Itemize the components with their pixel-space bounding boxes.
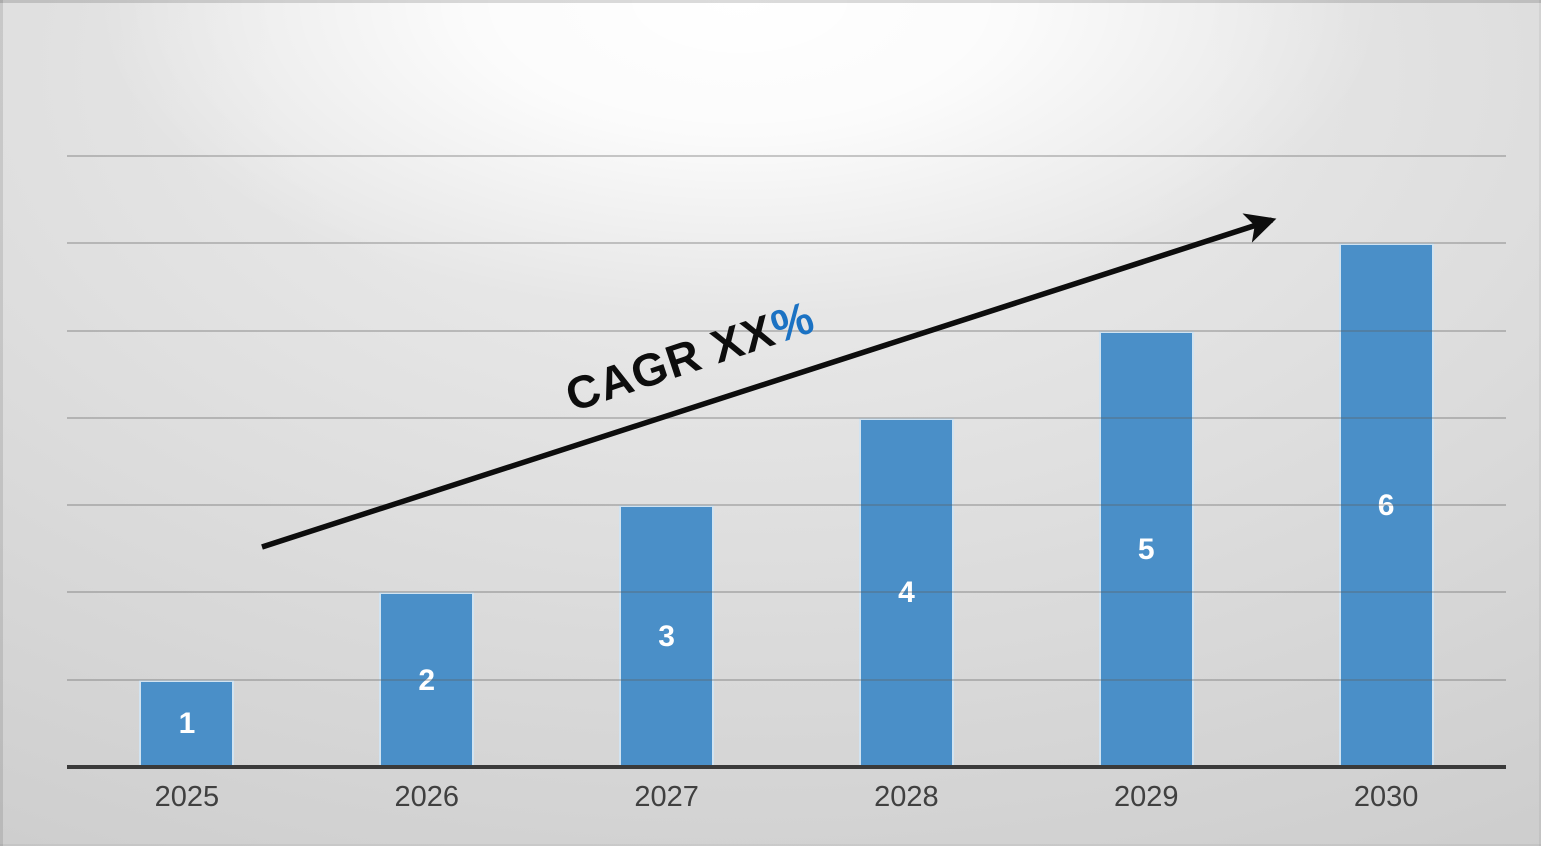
bar-2026: 2 [379,592,475,767]
gridline-1 [67,678,1506,681]
gridline-3 [67,504,1506,507]
gridline-2 [67,591,1506,594]
bar-value-label-2028: 4 [898,576,915,610]
bar-value-label-2030: 6 [1377,489,1395,523]
x-tick-label-2027: 2027 [634,781,699,813]
bar-value-label-2029: 5 [1137,532,1155,566]
x-tick-label-2028: 2028 [874,781,939,813]
trend-arrow-line [261,213,1277,550]
bar-2028: 4 [858,417,954,767]
x-tick-label-2029: 2029 [1113,781,1179,813]
gridline-6 [67,242,1506,245]
x-tick-label-2025: 2025 [154,781,220,813]
x-tick-label-2030: 2030 [1353,781,1419,813]
gridline-5 [67,329,1506,332]
bar-2027: 3 [619,505,715,767]
bar-2030: 6 [1338,243,1434,767]
x-axis-line [67,765,1506,769]
gridline-7 [67,154,1506,157]
bar-2025: 1 [139,679,235,767]
bar-2029: 5 [1098,330,1194,767]
bar-value-label-2027: 3 [658,620,675,654]
gridline-4 [67,416,1506,419]
bar-value-label-2026: 2 [418,663,436,697]
bar-value-label-2025: 1 [178,707,196,741]
x-tick-label-2026: 2026 [394,781,459,813]
